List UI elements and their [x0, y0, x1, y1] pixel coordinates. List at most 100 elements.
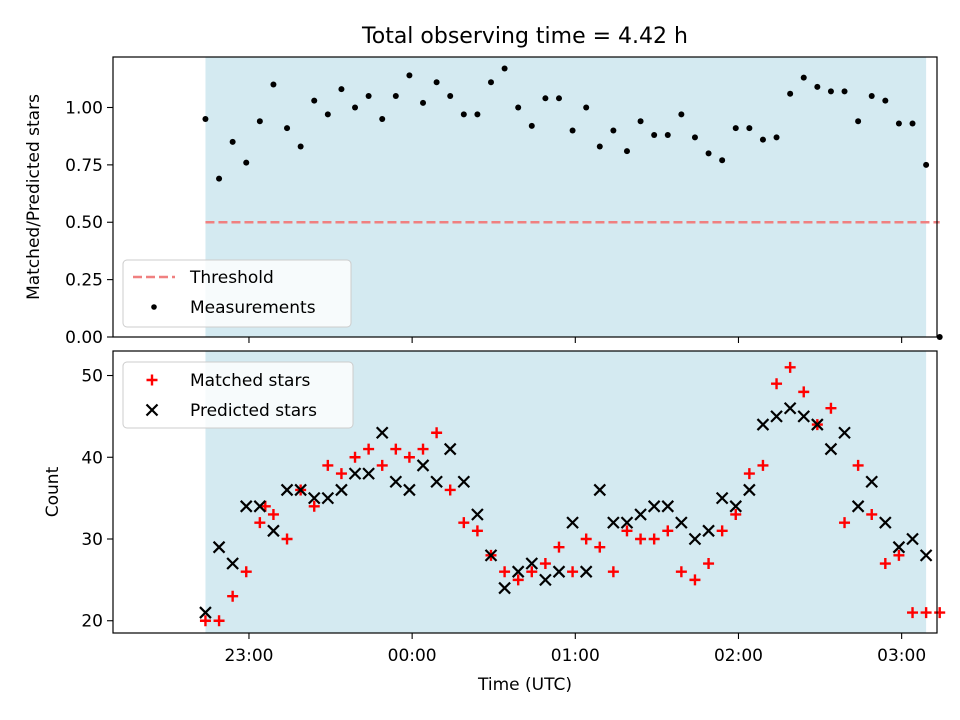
matched-star-marker — [499, 566, 511, 578]
predicted-star-marker — [729, 500, 743, 513]
predicted-star-marker — [620, 516, 634, 529]
matched-star-marker — [526, 566, 538, 578]
legend-predicted-label: Predicted stars — [190, 401, 317, 421]
measurement-point — [678, 111, 685, 118]
predicted-star-marker — [525, 557, 539, 570]
predicted-star-marker — [675, 516, 688, 529]
measurement-point — [759, 136, 766, 143]
matched-star-marker — [227, 590, 239, 602]
measurement-point — [691, 134, 698, 141]
matched-star-marker — [662, 525, 674, 537]
x-tick-label: 01:00 — [551, 646, 600, 666]
measurement-point — [732, 125, 739, 132]
predicted-star-marker — [851, 500, 865, 513]
measurement-point — [270, 81, 277, 88]
legend-matched-swatch — [146, 374, 158, 386]
matched-star-marker — [444, 484, 456, 496]
top-axes-frame — [112, 56, 938, 338]
measurement-point — [623, 148, 630, 155]
matched-star-marker — [567, 566, 579, 578]
predicted-star-marker — [511, 565, 525, 578]
matched-star-marker — [907, 607, 919, 619]
matched-star-marker — [363, 443, 375, 455]
predicted-star-marker — [634, 508, 647, 521]
predicted-star-marker — [579, 565, 593, 578]
matched-star-marker — [417, 443, 429, 455]
matched-star-marker — [839, 517, 851, 529]
measurement-point — [895, 120, 902, 127]
measurement-point — [651, 132, 658, 139]
measurement-point — [936, 334, 943, 340]
measurement-point — [637, 118, 644, 125]
predicted-star-marker — [226, 557, 239, 570]
matched-star-marker — [259, 500, 271, 512]
bottom-legend: Matched stars Predicted stars — [122, 361, 354, 429]
predicted-star-marker — [498, 581, 511, 595]
matched-star-marker — [934, 607, 946, 619]
predicted-star-marker — [389, 475, 403, 489]
predicted-star-marker — [199, 606, 212, 619]
legend-threshold-label: Threshold — [189, 268, 274, 288]
matched-star-marker — [635, 533, 647, 545]
predicted-star-marker — [348, 467, 362, 480]
x-tick-label: 00:00 — [388, 646, 437, 666]
matched-stars-series — [199, 361, 946, 627]
bottom-axes-frame — [112, 350, 938, 634]
legend-matched-label: Matched stars — [190, 371, 310, 391]
measurement-point — [569, 127, 576, 134]
measurement-point — [855, 118, 862, 125]
measurement-point — [216, 175, 223, 182]
matched-star-marker — [920, 607, 932, 619]
predicted-star-marker — [362, 467, 375, 480]
matched-star-marker — [730, 508, 742, 520]
top-y-axis: 0.00 0.25 0.50 0.75 1.00 — [65, 98, 113, 348]
measurement-point — [433, 79, 440, 86]
measurement-point — [787, 90, 794, 97]
x-tick-label: 03:00 — [877, 646, 926, 666]
matched-star-marker — [471, 525, 483, 537]
predicted-star-marker — [756, 418, 770, 431]
measurement-point — [746, 125, 753, 132]
measurement-point — [827, 88, 834, 95]
measurement-point — [420, 99, 427, 106]
measurement-point — [311, 97, 318, 104]
predicted-star-marker — [566, 516, 579, 529]
matched-star-marker — [879, 558, 891, 570]
measurement-point — [909, 120, 916, 127]
matched-star-marker — [213, 615, 225, 627]
measurements-series — [202, 65, 943, 340]
predicted-star-marker — [865, 475, 879, 489]
measurement-point — [324, 111, 331, 118]
matched-star-marker — [594, 541, 606, 553]
predicted-star-marker — [294, 483, 307, 497]
y-tick-label: 0.25 — [65, 271, 103, 291]
predicted-star-marker — [702, 524, 715, 538]
matched-star-marker — [580, 533, 592, 545]
measurement-point — [202, 115, 209, 122]
matched-star-marker — [512, 574, 524, 586]
predicted-star-marker — [906, 532, 919, 546]
y-tick-label: 20 — [81, 612, 103, 632]
predicted-star-marker — [838, 426, 851, 440]
predicted-star-marker — [375, 426, 389, 440]
matched-star-marker — [199, 615, 211, 627]
matched-star-marker — [335, 468, 347, 480]
predicted-star-marker — [471, 508, 484, 521]
measurement-point — [379, 115, 386, 122]
predicted-star-marker — [647, 500, 661, 513]
measurement-point — [515, 104, 522, 111]
measurement-point — [474, 111, 481, 118]
predicted-star-marker — [593, 483, 607, 497]
measurement-point — [487, 79, 494, 86]
chart-title: Total observing time = 4.42 h — [361, 24, 688, 49]
matched-star-marker — [621, 525, 633, 537]
measurement-point — [773, 134, 780, 141]
bottom-legend-box — [122, 361, 354, 429]
predicted-star-marker — [892, 540, 906, 554]
y-tick-label: 30 — [81, 530, 103, 550]
matched-star-marker — [607, 566, 619, 578]
matched-star-marker — [798, 386, 810, 398]
matched-star-marker — [267, 508, 279, 520]
predicted-star-marker — [416, 459, 430, 472]
y-tick-label: 0.00 — [65, 328, 103, 348]
